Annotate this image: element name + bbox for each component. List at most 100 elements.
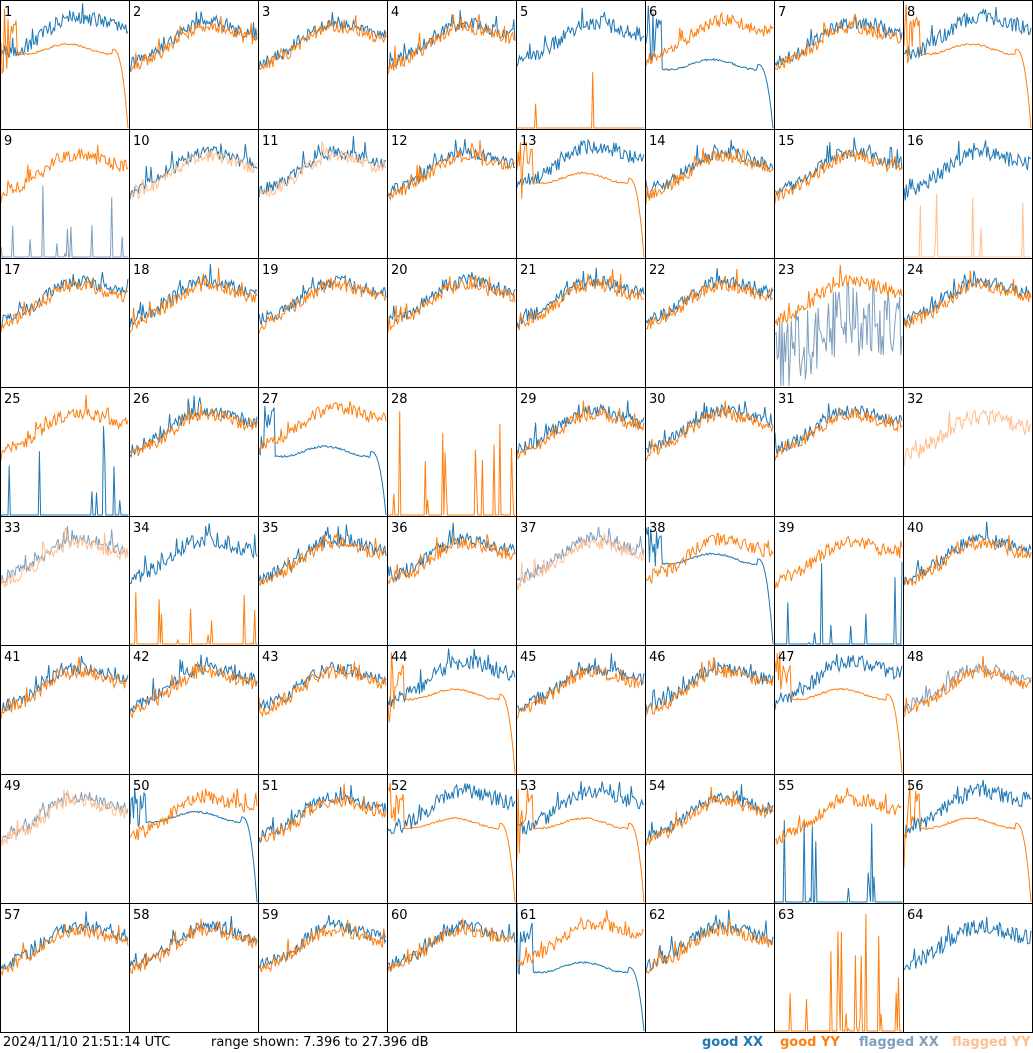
panel-label-22: 22	[649, 263, 666, 278]
panel-label-28: 28	[391, 392, 408, 407]
panel-label-6: 6	[649, 5, 657, 20]
trace-yy-49	[0, 789, 129, 847]
panel-41: 41	[0, 645, 130, 775]
panel-45: 45	[516, 645, 646, 775]
panel-39: 39	[774, 516, 904, 646]
panel-label-7: 7	[778, 5, 786, 20]
trace-xx-5	[516, 7, 645, 67]
panel-label-4: 4	[391, 5, 399, 20]
trace-xx-10	[129, 143, 258, 200]
panel-24: 24	[903, 258, 1033, 388]
trace-xx-25	[1, 426, 128, 516]
trace-xx-19	[258, 274, 387, 326]
panel-31: 31	[774, 387, 904, 517]
panel-22: 22	[645, 258, 775, 388]
panel-1: 1	[0, 0, 130, 130]
panel-42: 42	[129, 645, 259, 775]
panel-2: 2	[129, 0, 259, 130]
panel-40: 40	[903, 516, 1033, 646]
panel-label-49: 49	[4, 779, 21, 794]
trace-xx-39	[775, 561, 903, 645]
trace-xx-9	[0, 185, 128, 258]
trace-xx-8	[903, 7, 1032, 60]
panel-label-62: 62	[649, 908, 666, 923]
trace-xx-14	[645, 139, 774, 198]
panel-60: 60	[387, 903, 517, 1033]
trace-yy-58	[129, 918, 258, 975]
panel-label-58: 58	[133, 908, 150, 923]
panel-20: 20	[387, 258, 517, 388]
trace-xx-62	[645, 909, 774, 974]
trace-yy-8	[903, 4, 1032, 129]
trace-yy-53	[516, 788, 645, 903]
panel-33: 33	[0, 516, 130, 646]
trace-xx-35	[258, 524, 387, 585]
trace-yy-2	[129, 16, 258, 73]
trace-xx-7	[774, 15, 903, 68]
panel-5: 5	[516, 0, 646, 130]
trace-yy-19	[258, 277, 387, 334]
panel-12: 12	[387, 129, 517, 259]
panel-label-63: 63	[778, 908, 795, 923]
trace-yy-45	[516, 665, 645, 719]
panel-label-57: 57	[4, 908, 21, 923]
panel-label-24: 24	[907, 263, 924, 278]
panel-label-31: 31	[778, 392, 795, 407]
panel-label-30: 30	[649, 392, 666, 407]
panel-label-53: 53	[520, 779, 537, 794]
trace-yy-37	[516, 533, 645, 590]
trace-yy-36	[387, 534, 516, 585]
trace-xx-44	[387, 648, 516, 707]
panel-label-9: 9	[4, 134, 12, 149]
panel-59: 59	[258, 903, 388, 1033]
panel-62: 62	[645, 903, 775, 1033]
panel-label-29: 29	[520, 392, 537, 407]
legend-flagged-yy: flagged YY	[952, 1035, 1031, 1050]
panel-53: 53	[516, 774, 646, 904]
panel-label-40: 40	[907, 521, 924, 536]
trace-yy-10	[129, 150, 258, 200]
panel-46: 46	[645, 645, 775, 775]
panel-label-34: 34	[133, 521, 150, 536]
trace-yy-43	[258, 661, 387, 718]
trace-yy-39	[774, 535, 903, 589]
panel-label-43: 43	[262, 650, 279, 665]
trace-yy-63	[775, 914, 902, 1033]
panel-label-8: 8	[907, 5, 915, 20]
trace-yy-35	[258, 533, 387, 587]
panel-border-7	[774, 0, 904, 130]
trace-yy-32	[903, 408, 1032, 467]
trace-yy-40	[903, 534, 1032, 587]
panel-26: 26	[129, 387, 259, 517]
trace-yy-20	[387, 274, 516, 333]
trace-yy-7	[774, 13, 903, 71]
trace-yy-55	[774, 787, 903, 845]
panel-48: 48	[903, 645, 1033, 775]
trace-xx-55	[775, 820, 902, 903]
trace-xx-16	[903, 140, 1032, 201]
panel-64: 64	[903, 903, 1033, 1033]
panel-label-11: 11	[262, 134, 279, 149]
trace-yy-12	[387, 140, 516, 202]
trace-yy-33	[0, 526, 129, 588]
panel-38: 38	[645, 516, 775, 646]
panel-9: 9	[0, 129, 130, 259]
panel-27: 27	[258, 387, 388, 517]
trace-xx-6	[645, 5, 774, 129]
panel-label-23: 23	[778, 263, 795, 278]
trace-yy-18	[129, 267, 258, 334]
trace-yy-22	[645, 268, 774, 330]
legend-good-xx: good XX	[702, 1035, 764, 1050]
panel-11: 11	[258, 129, 388, 259]
trace-xx-52	[387, 783, 516, 834]
trace-xx-24	[903, 270, 1032, 327]
panel-label-3: 3	[262, 5, 270, 20]
panel-label-52: 52	[391, 779, 408, 794]
panel-label-54: 54	[649, 779, 666, 794]
panel-label-27: 27	[262, 392, 279, 407]
trace-xx-40	[903, 521, 1032, 586]
trace-xx-56	[903, 779, 1032, 838]
trace-xx-50	[129, 787, 258, 903]
panel-19: 19	[258, 258, 388, 388]
trace-yy-61	[516, 910, 645, 967]
